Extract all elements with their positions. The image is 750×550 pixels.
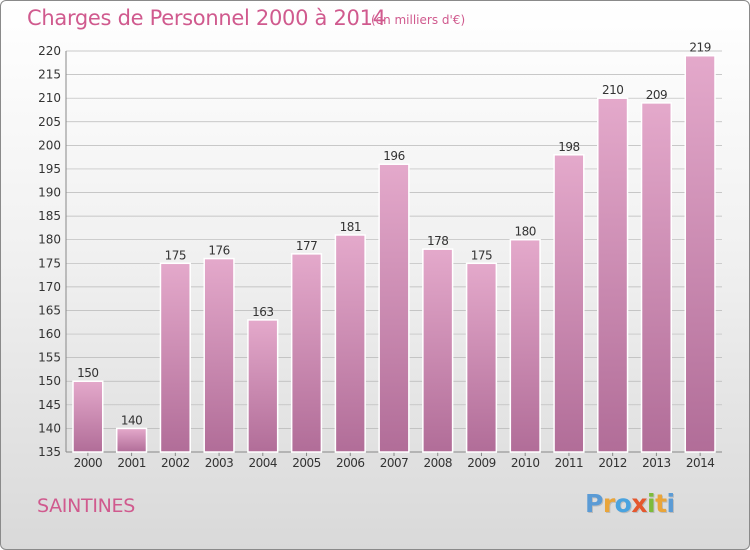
y-tick-label: 200 (38, 138, 61, 152)
chart-title: Charges de Personnel 2000 à 2014 (27, 6, 386, 30)
bars (72, 54, 716, 453)
x-tick-label-2000: 2000 (74, 456, 103, 470)
y-tick-label: 175 (38, 256, 61, 270)
data-label-2011: 198 (558, 140, 579, 154)
x-tick-label-2001: 2001 (117, 456, 146, 470)
x-tick-label-2012: 2012 (598, 456, 627, 470)
logo-letter: x (631, 489, 647, 518)
y-tick-label: 215 (38, 68, 61, 82)
y-tick-label: 220 (38, 44, 61, 58)
logo-letter: r (602, 489, 615, 518)
data-label-2003: 176 (208, 244, 229, 258)
city-name: SAINTINES (37, 495, 136, 517)
y-tick-label: 170 (38, 280, 61, 294)
x-tick-label-2013: 2013 (642, 456, 671, 470)
data-label-2006: 181 (340, 220, 361, 234)
x-tick-label-2014: 2014 (686, 456, 715, 470)
y-tick-label: 185 (38, 209, 61, 223)
data-label-2012: 210 (602, 83, 623, 97)
y-tick-label: 165 (38, 303, 61, 317)
bar-2013 (640, 102, 673, 453)
x-tick-label-2007: 2007 (380, 456, 409, 470)
bar-2007 (378, 163, 410, 453)
y-tick-label: 180 (38, 233, 61, 247)
bar-2012 (597, 97, 629, 453)
x-tick-label-2010: 2010 (511, 456, 540, 470)
data-label-2009: 175 (471, 248, 492, 262)
y-tick-label: 145 (38, 398, 61, 412)
bar-2008 (422, 248, 454, 453)
y-tick-label: 155 (38, 351, 61, 365)
x-tick-label-2003: 2003 (205, 456, 234, 470)
data-label-2014: 219 (689, 41, 710, 55)
data-label-2004: 163 (252, 305, 273, 319)
data-labels: 150 140 175 176 163 177 181 196 178 175 180 198 210 2… (77, 41, 711, 428)
bar-2006 (334, 234, 366, 453)
bar-2004 (247, 319, 279, 453)
data-label-2008: 178 (427, 234, 448, 248)
bar-2001 (115, 427, 148, 453)
y-tick-label: 205 (38, 115, 61, 129)
x-tick-label-2009: 2009 (467, 456, 496, 470)
x-tick-label-2006: 2006 (336, 456, 365, 470)
proxiti-logo: Proxiti (585, 489, 675, 518)
y-tick-label: 160 (38, 327, 61, 341)
data-label-2013: 209 (646, 88, 667, 102)
bar-2005 (290, 253, 323, 453)
x-tick-labels: 2000 2001 2002 2003 2004 2005 2006 2007 2008 2009… (74, 456, 715, 470)
logo-letter: o (614, 489, 632, 518)
chart-subtitle: (en milliers d'€) (371, 13, 466, 27)
y-tick-label: 190 (38, 186, 61, 200)
x-tick-label-2004: 2004 (249, 456, 278, 470)
logo-letter: i (666, 489, 676, 518)
data-label-2002: 175 (165, 248, 186, 262)
bar-2010 (509, 238, 541, 453)
bar-2002 (159, 262, 191, 453)
data-label-2005: 177 (296, 239, 317, 253)
bar-2009 (465, 262, 498, 453)
y-tick-labels: 135 140 145 150 155 160 165 170 175 180 185 190 195 2… (38, 44, 61, 459)
x-tick-label-2008: 2008 (423, 456, 452, 470)
x-tick-label-2011: 2011 (555, 456, 584, 470)
logo-letter: P (585, 489, 603, 518)
y-tick-label: 195 (38, 162, 61, 176)
bar-2000 (72, 380, 104, 453)
data-label-2010: 180 (514, 225, 535, 239)
x-tick-label-2002: 2002 (161, 456, 190, 470)
data-label-2007: 196 (383, 149, 404, 163)
y-tick-label: 210 (38, 91, 61, 105)
data-label-2001: 140 (121, 413, 142, 427)
y-tick-label: 150 (38, 374, 61, 388)
bar-2011 (553, 154, 585, 453)
y-tick-label: 135 (38, 445, 61, 459)
bar-2003 (203, 257, 235, 453)
bar-2014 (684, 54, 716, 453)
logo-letter: t (655, 489, 667, 518)
data-label-2000: 150 (77, 366, 98, 380)
y-tick-label: 140 (38, 421, 61, 435)
logo-letter: i (647, 489, 656, 518)
x-tick-label-2005: 2005 (292, 456, 321, 470)
